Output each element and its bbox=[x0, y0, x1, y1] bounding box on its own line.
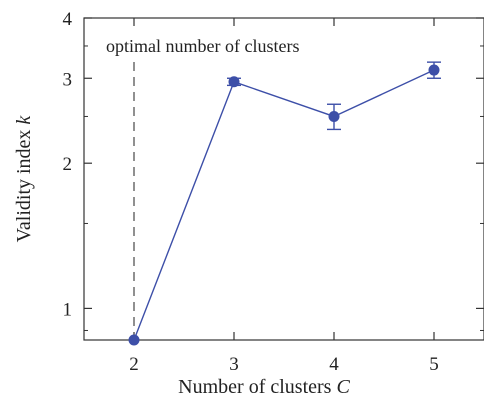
data-point bbox=[328, 110, 340, 122]
x-tick-label: 4 bbox=[329, 354, 339, 375]
data-point bbox=[128, 334, 140, 346]
series-validity bbox=[128, 61, 441, 346]
axis-ticks bbox=[84, 17, 484, 340]
y-tick-label: 2 bbox=[63, 154, 73, 175]
series-line bbox=[133, 69, 435, 341]
x-tick-label: 2 bbox=[129, 354, 139, 375]
data-point bbox=[428, 64, 440, 76]
x-tick-label: 3 bbox=[229, 354, 239, 375]
y-axis-title-text: Validity index bbox=[13, 125, 35, 243]
y-tick-label: 4 bbox=[63, 9, 73, 30]
y-axis-title: Validity index k bbox=[13, 115, 35, 243]
plot-frame bbox=[83, 17, 484, 341]
data-point bbox=[228, 76, 240, 88]
x-tick-label: 5 bbox=[429, 354, 439, 375]
optimal-annotation: optimal number of clusters bbox=[106, 36, 299, 56]
x-axis-title: Number of clusters C bbox=[178, 376, 350, 398]
y-tick-label: 3 bbox=[63, 69, 73, 90]
x-axis-title-text: Number of clusters bbox=[178, 376, 336, 398]
y-axis-title-var: k bbox=[13, 115, 35, 125]
y-tick-label: 1 bbox=[63, 299, 73, 320]
x-tick-labels: 2 3 4 5 bbox=[129, 354, 439, 375]
x-axis-title-var: C bbox=[336, 376, 350, 398]
y-tick-labels: 1 2 3 4 bbox=[63, 9, 73, 320]
